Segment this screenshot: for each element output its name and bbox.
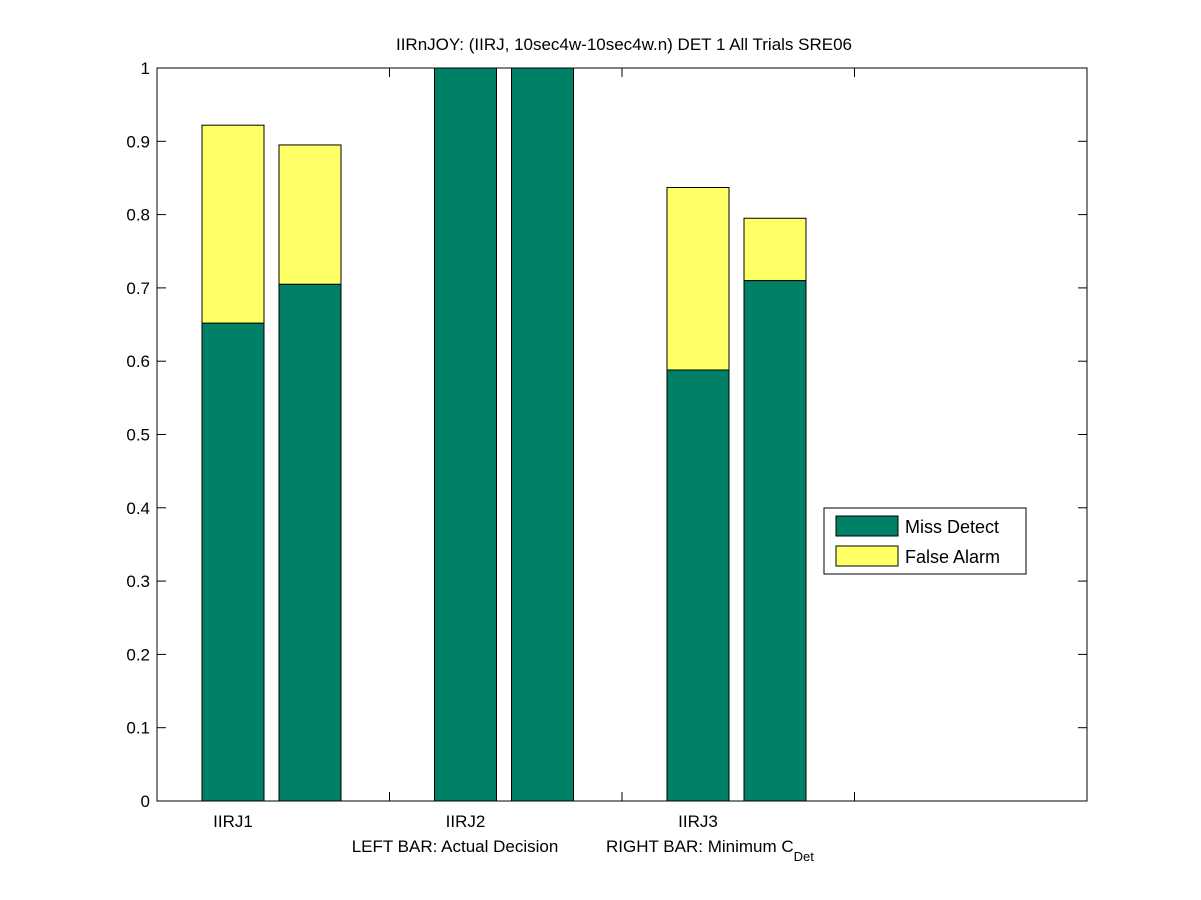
bar-IIRJ3-1-miss xyxy=(743,280,807,802)
y-tick-label-4: 0.4 xyxy=(126,499,150,518)
y-tick-label-3: 0.3 xyxy=(126,572,150,591)
y-tick-label-1: 0.1 xyxy=(126,719,150,738)
y-tick-label-0: 0 xyxy=(141,792,150,811)
y-tick-label-2: 0.2 xyxy=(126,645,150,664)
y-tick-label-9: 0.9 xyxy=(126,132,150,151)
bar-IIRJ3-0-false-alarm xyxy=(666,186,730,371)
y-tick-label-8: 0.8 xyxy=(126,206,150,225)
x-tick-label-IIRJ3: IIRJ3 xyxy=(678,812,718,831)
legend-label-miss-detect: Miss Detect xyxy=(905,517,999,537)
x-tick-label-IIRJ1: IIRJ1 xyxy=(213,812,253,831)
x-tick-label-IIRJ2: IIRJ2 xyxy=(446,812,486,831)
x-axis-label: LEFT BAR: Actual Decision xyxy=(352,837,559,856)
bar-IIRJ1-0-false-alarm xyxy=(201,124,265,324)
y-tick-label-10: 1 xyxy=(141,59,150,78)
xlabel-right-prefix: RIGHT BAR: Minimum C xyxy=(606,837,794,856)
chart-title: IIRnJOY: (IIRJ, 10sec4w-10sec4w.n) DET 1… xyxy=(396,35,852,54)
bar-IIRJ1-1-miss xyxy=(278,283,342,802)
legend-swatch-miss-detect xyxy=(835,515,899,537)
y-axis: 0 0.1 0.2 0.3 0.4 0.5 0.6 0.7 0.8 0.9 1 xyxy=(126,59,1087,811)
y-tick-label-5: 0.5 xyxy=(126,426,150,445)
bar-IIRJ1-1-false-alarm xyxy=(278,144,342,285)
bar-IIRJ2-1-miss xyxy=(511,67,574,802)
legend-label-false-alarm: False Alarm xyxy=(905,547,1000,567)
legend: Miss Detect False Alarm xyxy=(823,507,1027,575)
y-tick-label-7: 0.7 xyxy=(126,279,150,298)
bar-series xyxy=(201,67,807,802)
x-axis: IIRJ1 IIRJ2 IIRJ3 xyxy=(213,68,855,831)
xlabel-left: LEFT BAR: Actual Decision xyxy=(352,837,559,856)
bar-IIRJ3-0-miss xyxy=(666,369,730,802)
bar-IIRJ3-1-false-alarm xyxy=(743,217,807,282)
legend-swatch-false-alarm xyxy=(835,545,899,567)
x-axis-label-right: RIGHT BAR: Minimum CDet xyxy=(606,837,814,864)
y-tick-label-6: 0.6 xyxy=(126,352,150,371)
bar-IIRJ1-0-miss xyxy=(201,322,265,802)
xlabel-right-subscript: Det xyxy=(794,849,815,864)
bar-IIRJ2-0-miss xyxy=(434,67,497,802)
